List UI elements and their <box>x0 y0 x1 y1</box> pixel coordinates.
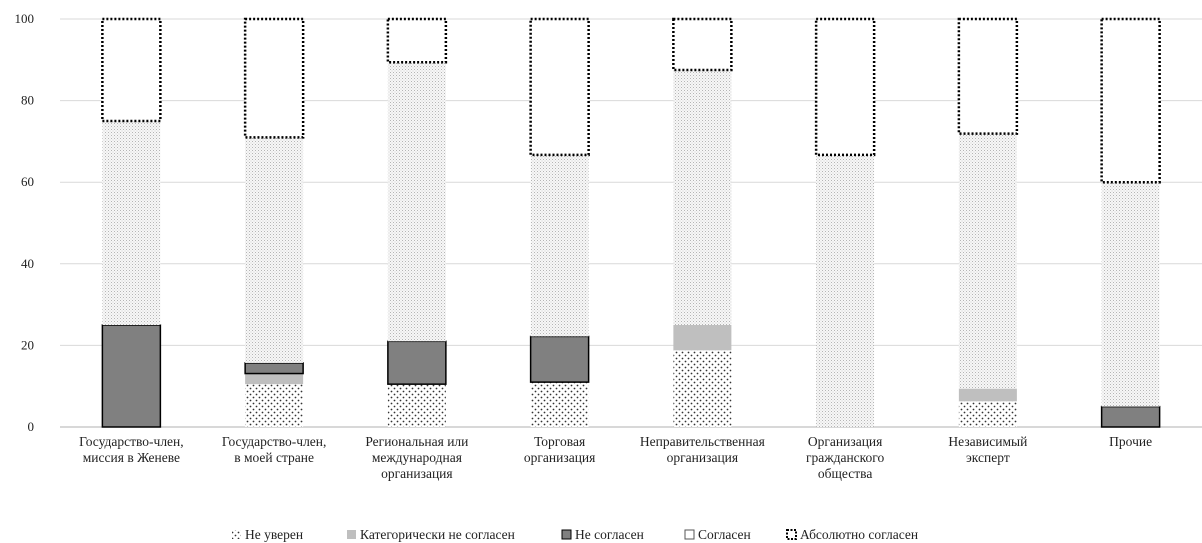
x-category-label: Региональная или международная организация <box>365 434 468 481</box>
x-axis-labels: Государство-член, миссия в Женеве Государс… <box>79 434 1152 481</box>
x-category-label: Независимый эксперт <box>948 434 1027 465</box>
bar-segment <box>387 340 447 385</box>
bar-segment <box>530 154 589 337</box>
bar-segment <box>1100 405 1161 428</box>
bar-stack <box>243 17 305 427</box>
bar-segment <box>1100 17 1161 184</box>
bar-stack <box>101 17 162 428</box>
bar-segment <box>529 335 590 383</box>
bar-segment <box>814 17 876 157</box>
x-category-label: Неправительственная организация <box>640 434 765 465</box>
bar-segment <box>102 121 161 325</box>
legend-label: Не уверен <box>245 527 303 542</box>
legend-item: Не уверен <box>232 527 303 542</box>
y-tick-label: 0 <box>28 419 35 434</box>
bar-segment <box>245 373 304 385</box>
legend-swatch <box>561 529 572 540</box>
bar-stack <box>386 17 448 427</box>
bar-segment <box>244 362 304 375</box>
y-axis: 0 20 40 60 80 100 <box>15 11 35 434</box>
bar-stack <box>814 17 876 427</box>
y-tick-label: 60 <box>21 174 34 189</box>
bar-segment <box>958 133 1017 389</box>
legend-swatch <box>786 529 797 540</box>
bar-segment <box>673 350 732 427</box>
bar-segment <box>245 137 304 363</box>
legend: Не уверен Категорически не согласен Не сог… <box>232 527 918 542</box>
bar-segment <box>387 384 446 427</box>
x-category-label: Государство-член, в моей стране <box>222 434 327 465</box>
bar-stack <box>957 17 1019 427</box>
legend-swatch <box>232 530 241 539</box>
y-tick-label: 40 <box>21 256 34 271</box>
bar-segment <box>387 62 446 342</box>
bar-stack <box>529 17 590 427</box>
bar-segment <box>101 17 162 123</box>
bar-segment <box>1101 182 1160 407</box>
legend-swatch <box>684 529 695 540</box>
bar-segment <box>245 384 304 427</box>
y-tick-label: 100 <box>15 11 35 26</box>
legend-swatch <box>347 530 356 539</box>
bar-segment <box>816 154 875 427</box>
legend-item: Согласен <box>684 527 751 542</box>
y-tick-label: 20 <box>21 337 34 352</box>
bar-segment <box>958 388 1017 402</box>
legend-label: Категорически не согласен <box>360 527 515 542</box>
bars <box>101 17 1161 428</box>
legend-label: Не согласен <box>575 527 644 542</box>
bar-segment <box>101 324 162 428</box>
x-category-label: Торговая организация <box>524 434 595 465</box>
bar-segment <box>957 17 1019 135</box>
legend-label: Абсолютно согласен <box>800 527 918 542</box>
x-category-label: Государство-член, миссия в Женеве <box>79 434 184 465</box>
bar-segment <box>386 17 448 64</box>
x-category-label: Прочие <box>1109 434 1152 449</box>
bar-segment <box>673 325 732 351</box>
bar-segment <box>673 70 732 325</box>
bar-segment <box>243 17 305 139</box>
x-category-label: Организация гражданского общества <box>806 434 885 481</box>
legend-label: Согласен <box>698 527 751 542</box>
gridlines <box>60 18 1202 428</box>
bar-segment <box>530 382 589 427</box>
bar-stack <box>672 17 733 427</box>
bar-segment <box>529 17 590 157</box>
bar-stack <box>1100 17 1161 428</box>
legend-item: Категорически не согласен <box>347 527 515 542</box>
bar-segment <box>672 17 733 72</box>
legend-item: Абсолютно согласен <box>786 527 918 542</box>
y-tick-label: 80 <box>21 93 34 108</box>
bar-segment <box>958 401 1017 427</box>
legend-item: Не согласен <box>561 527 644 542</box>
